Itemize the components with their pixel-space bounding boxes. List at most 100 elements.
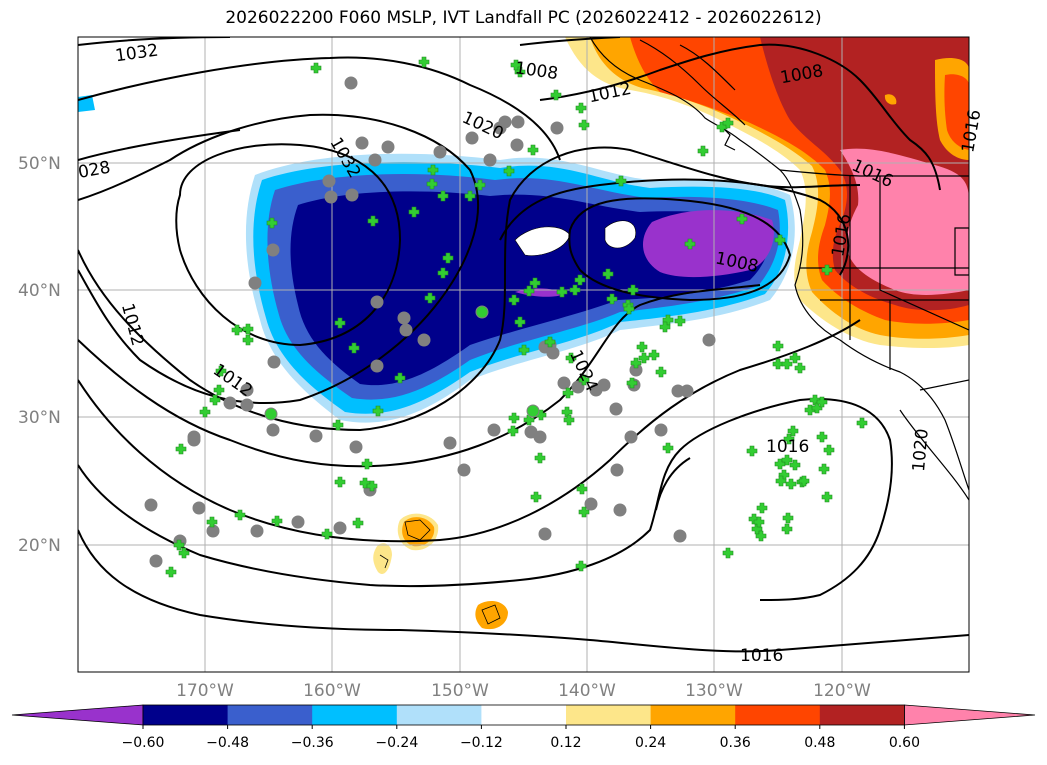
station-cross — [781, 454, 793, 466]
station-cross — [787, 425, 799, 437]
station-dot — [511, 115, 525, 129]
station-cross — [442, 252, 454, 264]
station-cross — [215, 365, 227, 377]
station-dot — [538, 527, 552, 541]
colorbar-tick-label: −0.48 — [206, 735, 249, 751]
station-cross — [626, 377, 638, 389]
station-cross — [602, 268, 614, 280]
station-cross — [781, 523, 793, 535]
station-dot — [291, 515, 305, 529]
station-cross — [173, 539, 185, 551]
colorbar: −0.60 −0.48 −0.36 −0.24 −0.12 0.12 0.24 0.36 0.4… — [11, 704, 1036, 751]
station-dot — [192, 501, 206, 515]
station-dot — [493, 121, 507, 135]
station-cross — [821, 491, 833, 503]
station-cross — [774, 234, 786, 246]
station-cross — [755, 530, 767, 542]
station-cross — [426, 178, 438, 190]
station-cross — [209, 394, 221, 406]
station-cross — [756, 502, 768, 514]
station-cross — [394, 372, 406, 384]
station-dot — [322, 174, 336, 188]
station-cross — [242, 323, 254, 335]
station-dot — [680, 384, 694, 398]
station-cross — [234, 509, 246, 521]
station-cross — [213, 384, 225, 396]
station-cross — [556, 286, 568, 298]
station-dot — [624, 430, 638, 444]
station-cross — [648, 349, 660, 361]
station-cross — [781, 358, 793, 370]
station-cross — [474, 179, 486, 191]
station-cross — [367, 215, 379, 227]
station-cross — [722, 117, 734, 129]
station-cross — [437, 190, 449, 202]
station-cross — [578, 374, 590, 386]
station-cross — [623, 303, 635, 315]
colorbar-segment — [143, 705, 229, 725]
station-highlight — [526, 404, 540, 418]
station-cross — [746, 445, 758, 457]
station-cross — [574, 274, 586, 286]
station-dot — [550, 121, 564, 135]
isobars — [78, 37, 969, 653]
colorbar-segment — [481, 705, 567, 725]
station-dot — [267, 355, 281, 369]
station-cross — [366, 480, 378, 492]
station-cross — [508, 412, 520, 424]
station-highlight — [264, 407, 278, 421]
station-dot — [223, 396, 237, 410]
station-dot — [370, 295, 384, 309]
station-cross — [638, 352, 650, 364]
station-cross — [782, 512, 794, 524]
station-cross — [527, 144, 539, 156]
station-cross — [271, 515, 283, 527]
station-cross — [231, 324, 243, 336]
colorbar-tick-label: 0.12 — [550, 735, 581, 751]
station-cross — [550, 89, 562, 101]
colorbar-segment — [312, 705, 398, 725]
station-cross — [722, 547, 734, 559]
station-cross — [544, 336, 556, 348]
station-dot — [144, 498, 158, 512]
station-dot — [673, 529, 687, 543]
station-cross — [783, 433, 795, 445]
lon-label: 130°W — [685, 681, 743, 701]
station-cross — [578, 506, 590, 518]
station-cross — [518, 344, 530, 356]
colorbar-segment — [735, 705, 821, 725]
lat-label: 30°N — [18, 408, 61, 428]
colorbar-tick-label: −0.24 — [375, 735, 418, 751]
lat-label: 50°N — [18, 154, 61, 174]
colorbar-tick-label: −0.36 — [291, 735, 334, 751]
station-dot — [368, 153, 382, 167]
station-dot — [248, 276, 262, 290]
station-cross — [569, 284, 581, 296]
station-dot — [654, 423, 668, 437]
station-cross — [242, 334, 254, 346]
station-dot — [266, 243, 280, 257]
station-cross — [563, 414, 575, 426]
hawaii-islands — [379, 519, 501, 625]
station-cross — [627, 284, 639, 296]
station-cross — [507, 425, 519, 437]
station-cross — [352, 517, 364, 529]
station-cross — [427, 164, 439, 176]
station-dot — [333, 521, 347, 535]
lat-label: 20°N — [18, 536, 61, 556]
station-cross — [310, 62, 322, 74]
station-dot — [149, 554, 163, 568]
station-cross — [508, 294, 520, 306]
lon-label: 120°W — [813, 681, 871, 701]
station-cross — [753, 516, 765, 528]
colorbar-segment — [566, 705, 652, 725]
station-cross — [361, 458, 373, 470]
station-cross — [697, 145, 709, 157]
station-cross — [266, 217, 278, 229]
station-dot — [465, 131, 479, 145]
station-dot — [399, 323, 413, 337]
lon-label: 140°W — [558, 681, 616, 701]
station-cross — [575, 102, 587, 114]
station-cross — [503, 165, 515, 177]
station-cross — [424, 292, 436, 304]
